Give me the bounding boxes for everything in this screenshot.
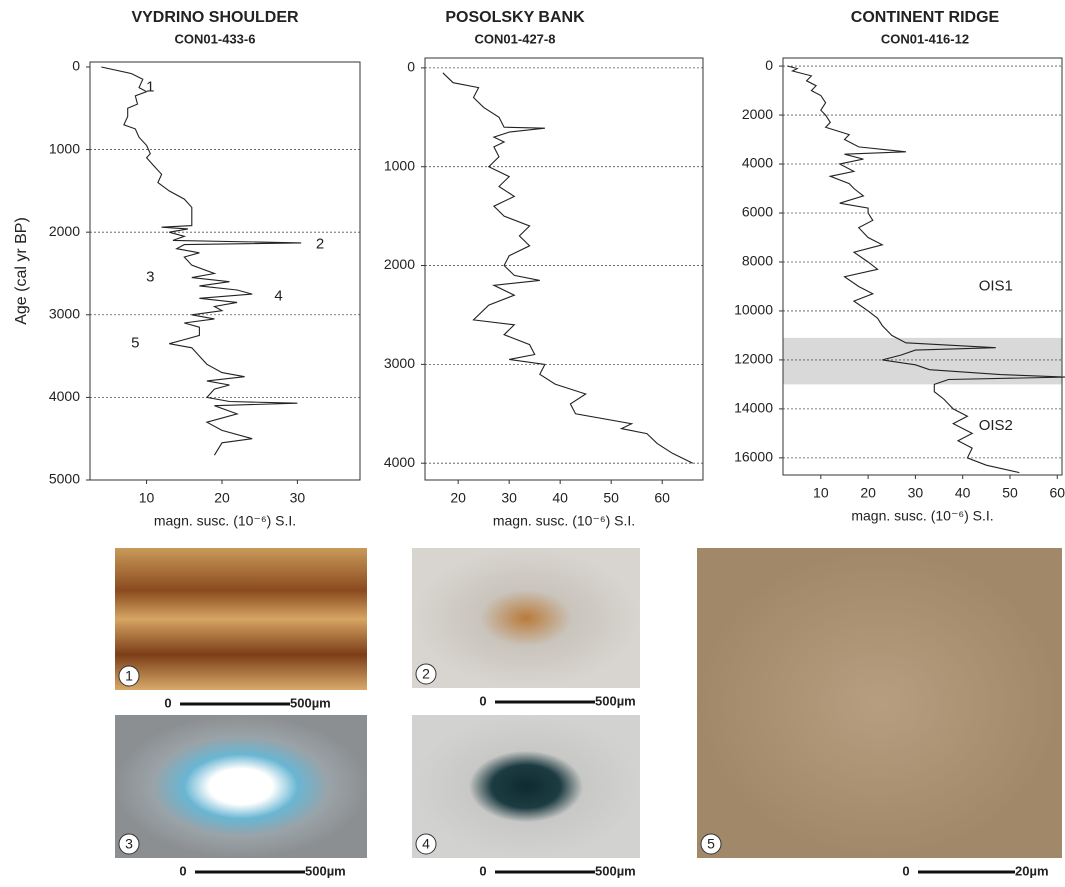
scale-start: 0: [479, 693, 486, 708]
panel-label: 4: [422, 836, 430, 852]
micrograph: [412, 715, 640, 858]
data-line: [788, 66, 1065, 473]
y-tick-label: 4000: [384, 454, 415, 470]
panel-label: 3: [125, 836, 133, 852]
scale-start: 0: [164, 695, 171, 710]
panel-label: 1: [125, 668, 133, 684]
scale-end: 500µm: [305, 863, 346, 878]
annotation: OIS2: [979, 417, 1013, 434]
x-tick-label: 20: [860, 485, 876, 501]
y-tick-label: 5000: [49, 471, 80, 487]
y-tick-label: 1000: [49, 140, 80, 156]
plot-frame: [425, 58, 703, 480]
y-tick-label: 12000: [734, 351, 773, 367]
x-tick-label: 30: [501, 490, 517, 506]
scale-end: 500µm: [290, 695, 331, 710]
y-tick-label: 0: [72, 58, 80, 74]
micrograph: [697, 548, 1062, 858]
x-tick-label: 30: [908, 485, 924, 501]
x-tick-label: 30: [290, 490, 306, 506]
x-axis-label: magn. susc. (10⁻⁶) S.I.: [154, 513, 296, 529]
x-tick-label: 50: [603, 490, 619, 506]
panel-label: 2: [422, 666, 430, 682]
annotation: 3: [146, 269, 154, 286]
micrograph: [412, 548, 640, 688]
annotation: 1: [146, 79, 154, 96]
shaded-band: [783, 338, 1062, 385]
x-tick-label: 50: [1002, 485, 1018, 501]
y-tick-label: 6000: [742, 204, 773, 220]
annotation: 4: [274, 288, 282, 305]
x-tick-label: 20: [450, 490, 466, 506]
y-tick-label: 16000: [734, 449, 773, 465]
y-tick-label: 14000: [734, 400, 773, 416]
figure: VYDRINO SHOULDERCON01-433-60100020003000…: [0, 0, 1065, 882]
y-tick-label: 3000: [49, 305, 80, 321]
y-tick-label: 2000: [742, 106, 773, 122]
chart-title: POSOLSKY BANK: [445, 9, 585, 26]
y-tick-label: 0: [407, 59, 415, 75]
scale-end: 500µm: [595, 693, 636, 708]
x-tick-label: 40: [955, 485, 971, 501]
x-tick-label: 60: [654, 490, 670, 506]
chart-subtitle: CON01-416-12: [881, 31, 969, 46]
scale-end: 20µm: [1015, 863, 1049, 878]
y-tick-label: 4000: [742, 155, 773, 171]
scale-end: 500µm: [595, 863, 636, 878]
micrograph: [115, 715, 367, 858]
chart-subtitle: CON01-427-8: [475, 31, 556, 46]
x-tick-label: 60: [1049, 485, 1065, 501]
y-tick-label: 3000: [384, 355, 415, 371]
y-tick-label: 4000: [49, 388, 80, 404]
annotation: 2: [316, 236, 324, 253]
y-tick-label: 2000: [49, 223, 80, 239]
scale-start: 0: [179, 863, 186, 878]
chart-title: VYDRINO SHOULDER: [131, 9, 299, 26]
panel-label: 5: [707, 836, 715, 852]
plot-frame: [783, 58, 1062, 475]
x-tick-label: 20: [214, 490, 230, 506]
x-axis-label: magn. susc. (10⁻⁶) S.I.: [493, 513, 635, 529]
y-tick-label: 10000: [734, 302, 773, 318]
x-tick-label: 10: [139, 490, 155, 506]
scale-start: 0: [479, 863, 486, 878]
x-tick-label: 40: [552, 490, 568, 506]
x-tick-label: 10: [813, 485, 829, 501]
y-tick-label: 1000: [384, 157, 415, 173]
x-axis-label: magn. susc. (10⁻⁶) S.I.: [851, 508, 993, 524]
scale-start: 0: [902, 863, 909, 878]
micrograph: [115, 548, 367, 690]
annotation: OIS1: [979, 277, 1013, 294]
chart-subtitle: CON01-433-6: [175, 31, 256, 46]
y-tick-label: 8000: [742, 253, 773, 269]
chart-title: CONTINENT RIDGE: [851, 9, 1000, 26]
y-tick-label: 0: [765, 57, 773, 73]
data-line: [101, 67, 301, 455]
annotation: 5: [131, 335, 139, 352]
data-line: [443, 73, 693, 463]
y-tick-label: 2000: [384, 256, 415, 272]
y-axis-label: Age (cal yr BP): [13, 217, 30, 325]
